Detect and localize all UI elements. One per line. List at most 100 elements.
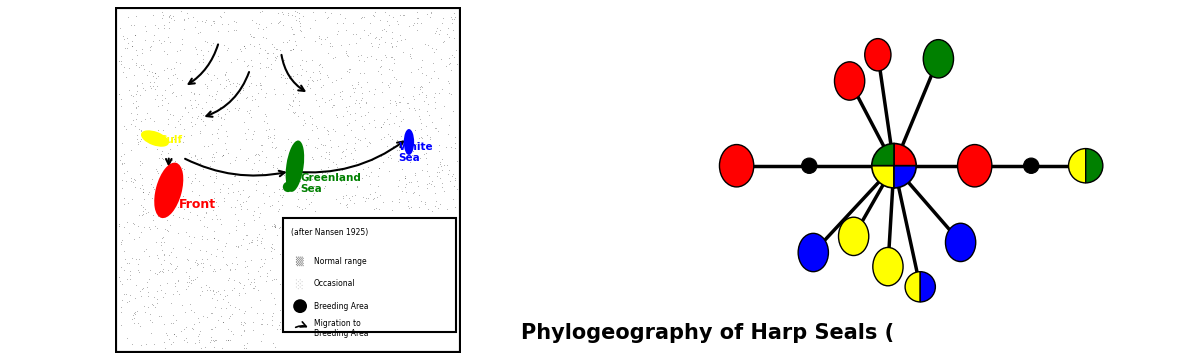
- Point: [193, 53, 212, 58]
- Point: [122, 38, 142, 44]
- Point: [283, 103, 302, 109]
- Point: [275, 172, 294, 178]
- Point: [386, 43, 406, 49]
- Ellipse shape: [923, 40, 954, 78]
- Point: [360, 191, 379, 197]
- Point: [324, 102, 343, 108]
- Point: [383, 198, 402, 204]
- Point: [109, 223, 128, 229]
- Point: [211, 221, 230, 227]
- Point: [302, 77, 322, 83]
- Point: [175, 104, 194, 110]
- Point: [360, 140, 379, 146]
- Point: [142, 195, 161, 201]
- Point: [164, 174, 184, 179]
- Point: [257, 183, 276, 188]
- FancyBboxPatch shape: [115, 7, 461, 353]
- Point: [394, 94, 413, 100]
- Point: [112, 53, 131, 59]
- Point: [365, 195, 384, 201]
- Point: [140, 80, 160, 85]
- Point: [154, 234, 173, 239]
- Point: [286, 38, 305, 44]
- Point: [194, 223, 214, 229]
- Point: [136, 210, 155, 216]
- Point: [287, 203, 306, 209]
- Point: [168, 142, 187, 148]
- Point: [445, 10, 464, 16]
- Point: [146, 168, 166, 174]
- Point: [148, 288, 167, 294]
- Point: [336, 159, 355, 165]
- Point: [253, 263, 272, 269]
- Point: [448, 158, 467, 164]
- Point: [163, 292, 182, 297]
- Point: [378, 116, 397, 122]
- Point: [283, 109, 302, 115]
- Point: [250, 22, 269, 27]
- Point: [208, 136, 227, 141]
- Point: [202, 310, 221, 316]
- Point: [151, 198, 170, 203]
- Point: [241, 114, 260, 120]
- Point: [263, 50, 282, 56]
- Point: [307, 126, 326, 131]
- Point: [437, 162, 456, 168]
- Point: [145, 70, 164, 76]
- Point: [116, 46, 136, 51]
- Point: [359, 139, 378, 144]
- Point: [193, 56, 212, 62]
- Point: [434, 188, 454, 194]
- Point: [112, 153, 131, 159]
- Point: [258, 321, 277, 327]
- Point: [235, 320, 254, 326]
- Point: [392, 189, 412, 194]
- Point: [143, 73, 162, 79]
- Point: [196, 344, 215, 350]
- Point: [247, 188, 266, 193]
- Point: [126, 104, 145, 110]
- Point: [319, 131, 338, 137]
- Point: [133, 85, 152, 91]
- Point: [325, 129, 344, 134]
- Point: [197, 99, 216, 104]
- Point: [352, 52, 371, 58]
- Point: [342, 150, 361, 156]
- Point: [389, 22, 408, 27]
- Point: [176, 269, 196, 274]
- Point: [174, 126, 193, 132]
- Point: [269, 322, 288, 328]
- Circle shape: [1024, 158, 1039, 174]
- Point: [432, 163, 451, 169]
- Point: [166, 283, 185, 288]
- Point: [432, 180, 451, 186]
- Point: [256, 111, 275, 117]
- Point: [318, 50, 337, 55]
- Point: [404, 127, 424, 133]
- Point: [204, 228, 223, 234]
- Point: [163, 246, 182, 251]
- Point: [298, 77, 317, 82]
- Point: [268, 326, 287, 332]
- Point: [119, 65, 138, 71]
- Point: [318, 74, 337, 80]
- Point: [263, 139, 282, 145]
- Point: [228, 244, 247, 250]
- Point: [300, 26, 319, 31]
- Point: [204, 40, 223, 46]
- Point: [328, 20, 347, 26]
- Point: [228, 80, 247, 85]
- Point: [188, 102, 208, 107]
- Point: [191, 217, 210, 223]
- Point: [164, 65, 184, 71]
- Point: [229, 290, 248, 296]
- Point: [386, 102, 406, 108]
- Point: [216, 69, 235, 75]
- Point: [152, 15, 172, 21]
- Point: [396, 36, 415, 42]
- Point: [245, 43, 264, 49]
- Point: [158, 227, 178, 233]
- Point: [271, 319, 290, 324]
- Point: [241, 239, 260, 244]
- Point: [134, 129, 154, 135]
